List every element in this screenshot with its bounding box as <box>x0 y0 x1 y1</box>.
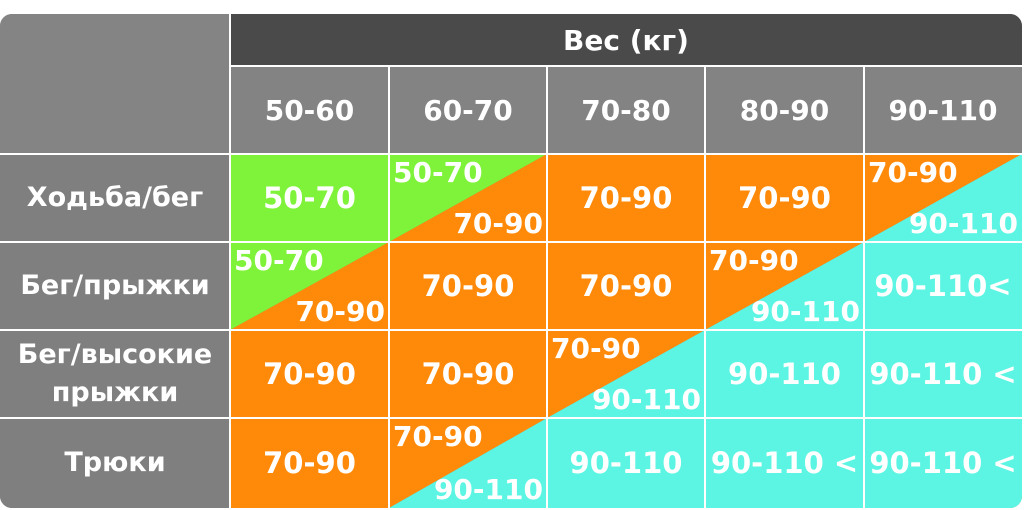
weight-range-cell: 90-110 <box>705 330 864 418</box>
corner-cell <box>0 14 230 154</box>
upper-range-label: 70-90 <box>393 420 483 453</box>
grid-line <box>0 417 1022 419</box>
weight-range-cell: 70-90 <box>705 154 864 242</box>
activity-row-header: Бег/прыжки <box>0 242 230 330</box>
split-weight-range-cell: 70-90 90-110 <box>705 242 864 330</box>
grid-line <box>229 14 231 508</box>
lower-triangle <box>389 154 547 242</box>
lower-range-label: 90-110 <box>908 207 1018 240</box>
lower-range-label: 90-110 <box>433 473 543 506</box>
weight-range-cell: 90-110 < <box>864 418 1022 508</box>
grid-line <box>0 241 1022 243</box>
lower-range-label: 70-90 <box>453 207 543 240</box>
lower-triangle <box>705 242 864 330</box>
weight-range-cell: 70-90 <box>230 418 389 508</box>
grid-line <box>863 66 865 508</box>
weight-range-cell: 70-90 <box>547 154 705 242</box>
lower-triangle <box>389 418 547 508</box>
weight-table: Вес (кг) 50-60 60-70 70-80 80-90 90-110 Ходьб… <box>0 14 1022 508</box>
grid-line <box>388 66 390 508</box>
split-weight-range-cell: 70-90 90-110 <box>547 330 705 418</box>
split-weight-range-cell: 70-90 90-110 <box>389 418 547 508</box>
weight-range-cell: 50-70 <box>230 154 389 242</box>
grid-line <box>546 66 548 508</box>
split-weight-range-cell: 70-90 90-110 <box>864 154 1022 242</box>
upper-range-label: 50-70 <box>234 244 324 277</box>
grid-line <box>0 329 1022 331</box>
weight-column-header: 70-80 <box>547 66 705 154</box>
activity-row-header: Ходьба/бег <box>0 154 230 242</box>
upper-range-label: 70-90 <box>709 244 799 277</box>
weight-range-cell: 90-110 <box>547 418 705 508</box>
activity-row-header: Трюки <box>0 418 230 508</box>
upper-range-label: 70-90 <box>868 156 958 189</box>
lower-range-label: 90-110 <box>591 383 701 416</box>
grid-line <box>704 66 706 508</box>
weight-range-cell: 90-110 < <box>864 330 1022 418</box>
lower-range-label: 90-110 <box>750 295 860 328</box>
upper-range-label: 50-70 <box>393 156 483 189</box>
weight-super-header: Вес (кг) <box>230 14 1022 66</box>
weight-range-cell: 70-90 <box>389 330 547 418</box>
lower-range-label: 70-90 <box>295 295 385 328</box>
split-weight-range-cell: 50-70 70-90 <box>230 242 389 330</box>
weight-column-header: 80-90 <box>705 66 864 154</box>
weight-range-cell: 90-110< <box>864 242 1022 330</box>
weight-range-cell: 90-110 < <box>705 418 864 508</box>
weight-range-cell: 70-90 <box>389 242 547 330</box>
lower-triangle <box>547 330 705 418</box>
lower-triangle <box>230 242 389 330</box>
split-weight-range-cell: 50-70 70-90 <box>389 154 547 242</box>
weight-range-cell: 70-90 <box>230 330 389 418</box>
lower-triangle <box>864 154 1022 242</box>
weight-column-header: 60-70 <box>389 66 547 154</box>
upper-range-label: 70-90 <box>551 332 641 365</box>
weight-range-cell: 70-90 <box>547 242 705 330</box>
weight-column-header: 50-60 <box>230 66 389 154</box>
grid-line <box>230 65 1022 67</box>
weight-column-header: 90-110 <box>864 66 1022 154</box>
grid-line <box>0 153 1022 155</box>
activity-row-header: Бег/высокие прыжки <box>0 330 230 418</box>
